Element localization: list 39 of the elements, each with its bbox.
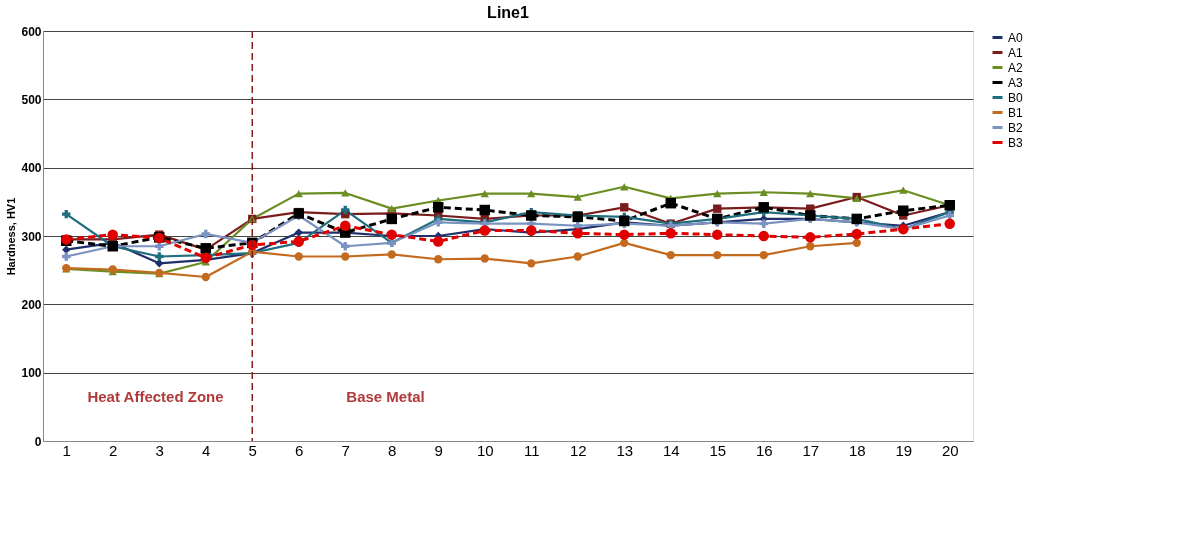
x-tick-label: 8 xyxy=(388,441,397,459)
y-axis-title: Hardness, HV1 xyxy=(5,197,18,276)
y-tick-label: 100 xyxy=(21,366,42,381)
chart-title: Line1 xyxy=(487,4,529,21)
x-tick-label: 20 xyxy=(941,441,959,459)
y-tick-label: 300 xyxy=(21,229,42,244)
y-tick-label: 500 xyxy=(21,92,42,107)
x-tick-label: 4 xyxy=(202,441,211,459)
x-tick-label: 12 xyxy=(569,441,587,459)
x-tick-label: 15 xyxy=(709,441,727,459)
y-tick-label: 400 xyxy=(21,161,42,176)
annotation: Base Metal xyxy=(346,388,425,405)
legend-label: A2 xyxy=(1008,60,1023,75)
x-tick-label: 1 xyxy=(62,441,71,459)
x-tick-label: 16 xyxy=(755,441,773,459)
legend-label: A0 xyxy=(1008,30,1023,45)
legend-label: B1 xyxy=(1008,105,1023,120)
x-tick-label: 14 xyxy=(662,441,680,459)
legend-label: A3 xyxy=(1008,75,1023,90)
y-tick-label: 0 xyxy=(34,434,42,449)
x-tick-label: 11 xyxy=(523,441,540,459)
x-tick-label: 7 xyxy=(341,441,350,459)
legend-label: A1 xyxy=(1008,45,1023,60)
x-tick-label: 17 xyxy=(802,441,820,459)
x-tick-label: 18 xyxy=(848,441,866,459)
x-tick-label: 9 xyxy=(434,441,443,459)
x-tick-label: 5 xyxy=(248,441,257,459)
legend-label: B2 xyxy=(1008,120,1023,135)
x-tick-label: 19 xyxy=(895,441,913,459)
x-tick-label: 6 xyxy=(295,441,304,459)
legend-label: B3 xyxy=(1008,135,1023,150)
y-tick-label: 200 xyxy=(21,297,42,312)
x-tick-label: 13 xyxy=(616,441,634,459)
annotation: Heat Affected Zone xyxy=(87,388,224,405)
x-tick-label: 10 xyxy=(476,441,494,459)
legend-label: B0 xyxy=(1008,90,1023,105)
x-tick-label: 2 xyxy=(109,441,118,459)
x-tick-label: 3 xyxy=(155,441,164,459)
y-tick-label: 600 xyxy=(21,24,42,39)
